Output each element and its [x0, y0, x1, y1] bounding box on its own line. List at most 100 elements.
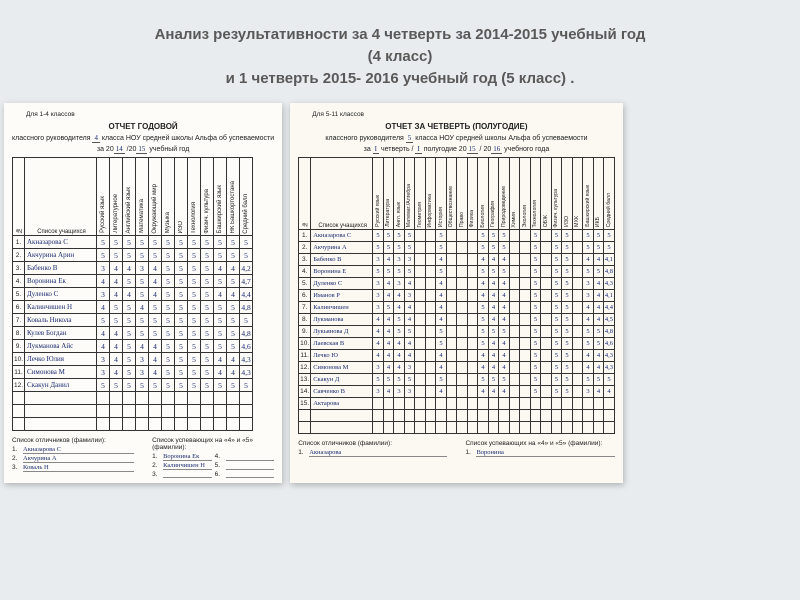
grade-cell — [541, 278, 552, 290]
grade-cell — [436, 398, 447, 410]
grade-cell: 4 — [227, 353, 240, 366]
grade-cell: 5 — [530, 278, 541, 290]
grade-cell: 5 — [149, 249, 162, 262]
grade-cell: 4,1 — [604, 290, 615, 302]
table-row: 14.Савченко В34334444555344 — [299, 386, 615, 398]
grade-cell: 4,3 — [604, 350, 615, 362]
grade-cell: 5 — [488, 266, 499, 278]
grade-cell: 4 — [604, 386, 615, 398]
grade-cell: 5 — [201, 353, 214, 366]
grade-cell: 5 — [551, 350, 562, 362]
row-num: 3. — [299, 254, 311, 266]
table-row: 11.Лечко Ю44444444555444,3 — [299, 350, 615, 362]
grade-cell — [457, 398, 468, 410]
grade-cell — [467, 338, 478, 350]
grade-cell — [541, 362, 552, 374]
grade-cell: 4 — [583, 302, 594, 314]
grade-cell: 3 — [97, 366, 110, 379]
table-row: 11.Симонова М345345555444,3 — [13, 366, 253, 379]
grade-cell: 5 — [562, 278, 573, 290]
grade-cell: 4 — [227, 262, 240, 275]
grade-cell: 5 — [394, 266, 405, 278]
grade-cell: 3 — [373, 290, 384, 302]
grade-cell: 5 — [175, 340, 188, 353]
grade-cell: 5 — [530, 230, 541, 242]
grade-cell: 4 — [110, 288, 123, 301]
grade-cell: 5 — [188, 353, 201, 366]
col-list: Список учащихся — [311, 158, 373, 230]
student-name: Лечко Юлия — [25, 353, 97, 366]
grade-cell: 5 — [593, 230, 604, 242]
grade-cell — [467, 242, 478, 254]
grade-cell: 5 — [488, 242, 499, 254]
grade-cell: 5 — [201, 301, 214, 314]
col-subject: ИЗО — [562, 158, 573, 230]
grade-cell: 5 — [97, 236, 110, 249]
grade-cell: 5 — [530, 290, 541, 302]
col-num: № — [299, 158, 311, 230]
grade-cell: 4 — [436, 302, 447, 314]
grade-cell — [446, 326, 457, 338]
grade-cell: 5 — [562, 362, 573, 374]
grade-cell: 4,6 — [604, 338, 615, 350]
grade-cell: 5 — [530, 374, 541, 386]
grade-cell — [520, 302, 531, 314]
grade-cell: 5 — [436, 266, 447, 278]
grade-cell: 5 — [214, 379, 227, 392]
grade-cell: 5 — [530, 350, 541, 362]
grade-cell: 4 — [383, 278, 394, 290]
grade-cell: 5 — [201, 379, 214, 392]
grade-cell: 4 — [499, 278, 510, 290]
grade-cell: 5 — [201, 340, 214, 353]
grade-cell — [446, 230, 457, 242]
student-name: Калинчишен Н — [25, 301, 97, 314]
row-num: 12. — [13, 379, 25, 392]
grade-cell — [520, 278, 531, 290]
col-subject: Физич. культура — [551, 158, 562, 230]
grade-cell: 4 — [123, 288, 136, 301]
grade-cell — [446, 242, 457, 254]
grade-cell — [467, 386, 478, 398]
grade-cell — [457, 302, 468, 314]
grade-cell: 4 — [214, 366, 227, 379]
grade-cell: 5 — [604, 230, 615, 242]
row-num: 14. — [299, 386, 311, 398]
grade-cell: 5 — [175, 366, 188, 379]
title-line-3: и 1 четверть 2015- 2016 учебный год (5 к… — [40, 68, 760, 90]
sheet-sub1: классного руководителя 5 класса НОУ сред… — [298, 134, 615, 142]
grade-cell: 4 — [383, 314, 394, 326]
grade-cell: 5 — [499, 230, 510, 242]
grade-cell — [541, 326, 552, 338]
grade-cell: 5 — [188, 327, 201, 340]
grade-cell: 5 — [136, 379, 149, 392]
grade-cell: 4 — [436, 314, 447, 326]
grade-cell — [457, 290, 468, 302]
student-name: Кулев Богдан — [25, 327, 97, 340]
grade-cell — [572, 302, 583, 314]
grade-cell: 5 — [562, 338, 573, 350]
grade-cell: 5 — [162, 353, 175, 366]
grade-cell — [572, 254, 583, 266]
grade-cell: 5 — [436, 374, 447, 386]
grade-cell — [541, 314, 552, 326]
grade-cell: 5 — [488, 374, 499, 386]
grade-cell — [530, 398, 541, 410]
grade-cell: 5 — [583, 266, 594, 278]
grade-cell — [415, 314, 426, 326]
student-name: Лукманова — [311, 314, 373, 326]
grade-cell: 5 — [110, 379, 123, 392]
good-list: Список успевающих на «4» и «5» (фамилии)… — [465, 440, 614, 458]
grade-cell: 3 — [394, 278, 405, 290]
grade-cell: 5 — [162, 340, 175, 353]
grade-cell: 5 — [530, 302, 541, 314]
row-num: 5. — [299, 278, 311, 290]
grade-cell — [425, 350, 436, 362]
grade-cell: 4 — [97, 301, 110, 314]
grade-cell: 5 — [404, 326, 415, 338]
grade-cell: 3 — [97, 262, 110, 275]
grade-cell — [425, 230, 436, 242]
table-row: 12.Симонова М34434444555444,3 — [299, 362, 615, 374]
grade-cell: 4,3 — [604, 362, 615, 374]
table-row: 3.Бабенко В34334444555444,1 — [299, 254, 615, 266]
grade-cell — [604, 398, 615, 410]
